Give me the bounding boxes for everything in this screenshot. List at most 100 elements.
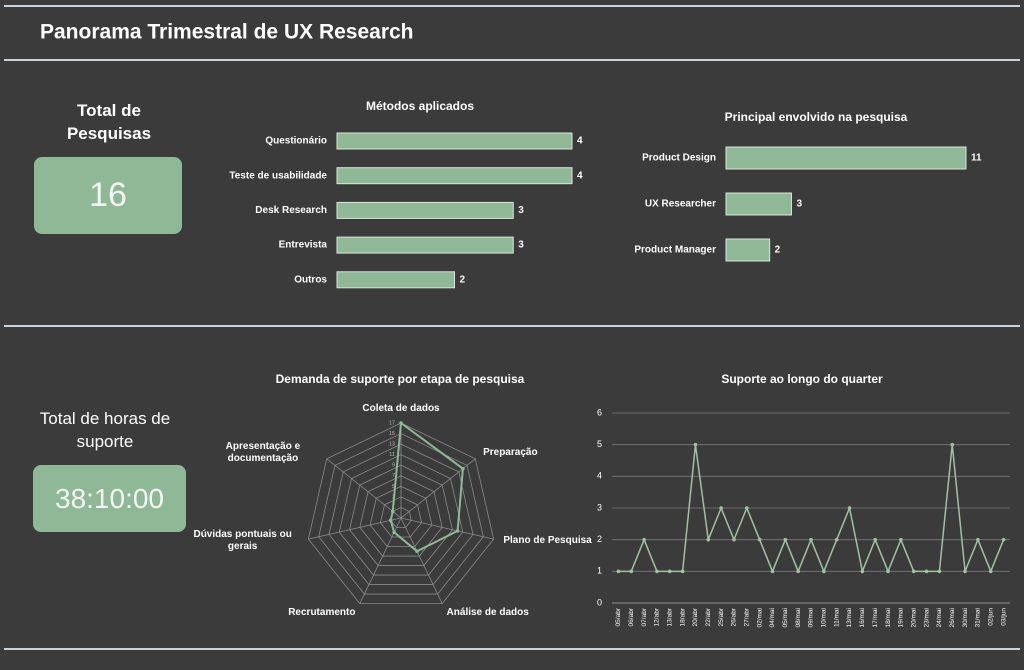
category-label: Entrevista (279, 240, 328, 251)
line-point (706, 537, 711, 542)
x-tick-label: 31/mai (975, 608, 982, 628)
radar-point (392, 530, 396, 535)
line-point (950, 442, 955, 447)
radar-point (390, 509, 395, 514)
x-tick-label: 20/abr (692, 607, 699, 626)
x-tick-label: 18/mai (885, 608, 892, 628)
line-point (642, 537, 646, 542)
kpi-label: Total de Pesquisas (66, 101, 152, 143)
x-tick-label: 22/abr (705, 607, 712, 626)
line-point (796, 569, 800, 574)
y-tick-label: 3 (597, 502, 602, 512)
line-point (937, 569, 942, 574)
axis-label: Análise de dados (446, 606, 529, 618)
bar (336, 271, 455, 289)
x-tick-label: 23/mai (923, 608, 930, 628)
line-point (770, 569, 775, 574)
category-label: Teste de usabilidade (229, 170, 327, 181)
axis-label: Recrutamento (288, 606, 356, 618)
radial-tick-label: 15 (389, 431, 395, 437)
x-tick-label: 27/abr (744, 607, 751, 626)
line-point (924, 569, 929, 574)
y-tick-label: 0 (597, 597, 602, 607)
radial-tick-label: 11 (389, 452, 395, 458)
value-label: 3 (518, 240, 524, 251)
x-tick-label: 30/mai (962, 608, 969, 628)
line-point (655, 569, 659, 574)
radar-ring (369, 485, 433, 547)
value-label: 11 (971, 153, 982, 164)
category-label: Product Manager (634, 245, 716, 256)
value-label: 3 (518, 205, 524, 216)
bar (336, 132, 573, 150)
axis-label: Apresentação e documentação (225, 440, 301, 464)
chart-title: Métodos aplicados (366, 99, 474, 113)
separator (4, 325, 1020, 327)
radar-spoke (308, 517, 402, 540)
bar (725, 192, 792, 216)
x-tick-label: 07/abr (641, 607, 648, 626)
y-tick-label: 5 (597, 439, 602, 449)
y-tick-label: 2 (597, 534, 602, 544)
radial-tick-label: 17 (389, 420, 395, 426)
line-point (860, 569, 865, 574)
radar-ring (338, 454, 464, 576)
x-tick-label: 18/abr (679, 607, 686, 626)
x-tick-label: 03/jun (1000, 608, 1007, 626)
value-label: 4 (577, 170, 583, 181)
category-label: Questionário (265, 136, 327, 147)
x-tick-label: 26/mai (949, 608, 956, 628)
line-point (847, 506, 852, 510)
line-point (1001, 537, 1006, 542)
line-point (911, 569, 916, 574)
bar (336, 167, 573, 185)
radar-point (399, 421, 403, 425)
line-point (719, 506, 723, 510)
x-tick-label: 09/mai (808, 608, 815, 628)
radial-tick-label: 7 (392, 473, 395, 479)
line-point (693, 442, 698, 447)
line-point (822, 569, 826, 574)
radar-spoke (400, 517, 443, 604)
x-tick-label: 24/mai (936, 608, 943, 628)
x-tick-label: 17/mai (872, 608, 879, 628)
line-point (732, 537, 736, 542)
line-point (629, 569, 634, 574)
radar-point (415, 549, 419, 554)
dashboard-title: Panorama Trimestral de UX Research (40, 21, 414, 44)
x-tick-label: 13/mai (846, 608, 853, 628)
line-point (667, 569, 672, 574)
x-tick-label: 08/mai (795, 608, 802, 628)
line-point (873, 537, 877, 542)
value-label: 3 (796, 199, 802, 210)
bar (336, 236, 514, 254)
line-point (899, 537, 903, 542)
x-tick-label: 25/abr (718, 607, 725, 626)
bar (725, 146, 967, 170)
y-tick-label: 1 (597, 566, 602, 576)
bar (336, 201, 514, 219)
line-point (680, 569, 685, 574)
axis-label: Coleta de dados (362, 403, 440, 414)
y-tick-label: 6 (597, 407, 602, 417)
line-point (809, 537, 813, 542)
radar-point (455, 529, 460, 533)
bar (725, 238, 771, 262)
radar-ring (359, 475, 443, 557)
x-tick-label: 10/mai (821, 608, 828, 628)
x-tick-label: 26/abr (731, 607, 738, 626)
line-point (616, 569, 621, 574)
radar-ring (307, 422, 495, 604)
line-point (988, 569, 993, 574)
radial-tick-label: 9 (392, 463, 395, 469)
x-tick-label: 11/mai (833, 608, 840, 627)
category-label: Product Design (642, 153, 716, 164)
x-tick-label: 20/mai (910, 608, 917, 628)
x-tick-label: 02/jun (987, 608, 994, 626)
radial-tick-label: 5 (392, 484, 395, 490)
line-point (757, 537, 762, 542)
y-tick-label: 4 (597, 471, 602, 481)
radar-ring (318, 433, 484, 595)
